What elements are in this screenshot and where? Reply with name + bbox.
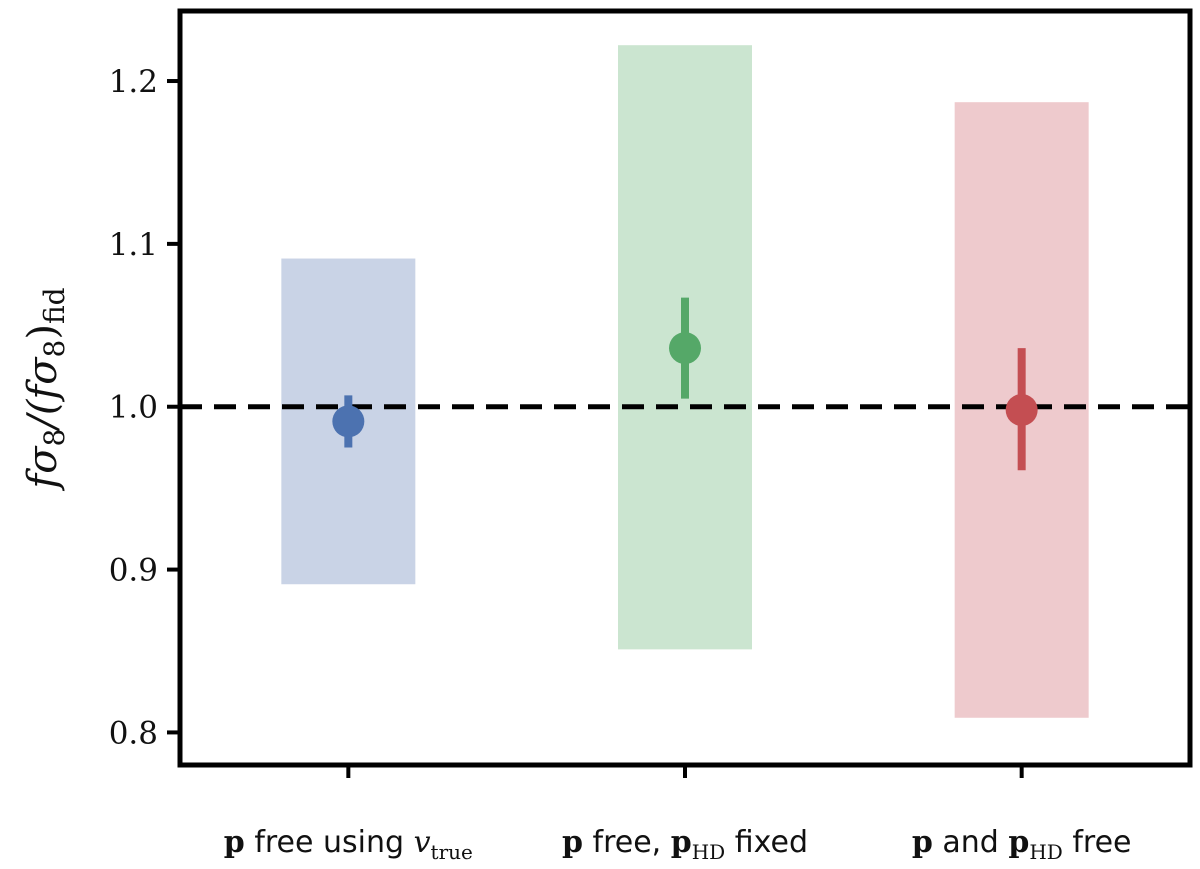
- ylabel-sub2: 8: [38, 340, 71, 358]
- y-tick-label-1: 0.9: [109, 553, 158, 589]
- y-axis: 0.8 0.9 1.0 1.1 1.2: [109, 64, 180, 751]
- x-tick-label-1: p free, pHD fixed: [562, 825, 808, 864]
- data-point-3: [1005, 393, 1038, 426]
- ylabel-sub1: 8: [38, 429, 71, 447]
- y-axis-title: fσ8/(fσ8)fid: [20, 287, 71, 491]
- y-tick-label-3: 1.1: [109, 227, 158, 263]
- ylabel-sub3: fid: [38, 287, 71, 324]
- y-tick-label-0: 0.8: [109, 715, 158, 751]
- marker-layer: [332, 297, 1038, 471]
- data-point-1: [332, 405, 365, 438]
- x-tick-label-0: p free using vtrue: [224, 825, 473, 864]
- y-tick-label-2: 1.0: [109, 390, 158, 426]
- data-point-2: [669, 332, 701, 365]
- ylabel-main: fσ: [20, 445, 66, 492]
- ylabel-mid: /(fσ: [20, 356, 66, 433]
- x-axis: p free using vtrue p free, pHD fixed p and…: [224, 765, 1132, 864]
- ylabel-end: ): [20, 324, 66, 340]
- x-tick-label-2: p and pHD free: [912, 825, 1132, 864]
- y-tick-label-4: 1.2: [109, 64, 158, 100]
